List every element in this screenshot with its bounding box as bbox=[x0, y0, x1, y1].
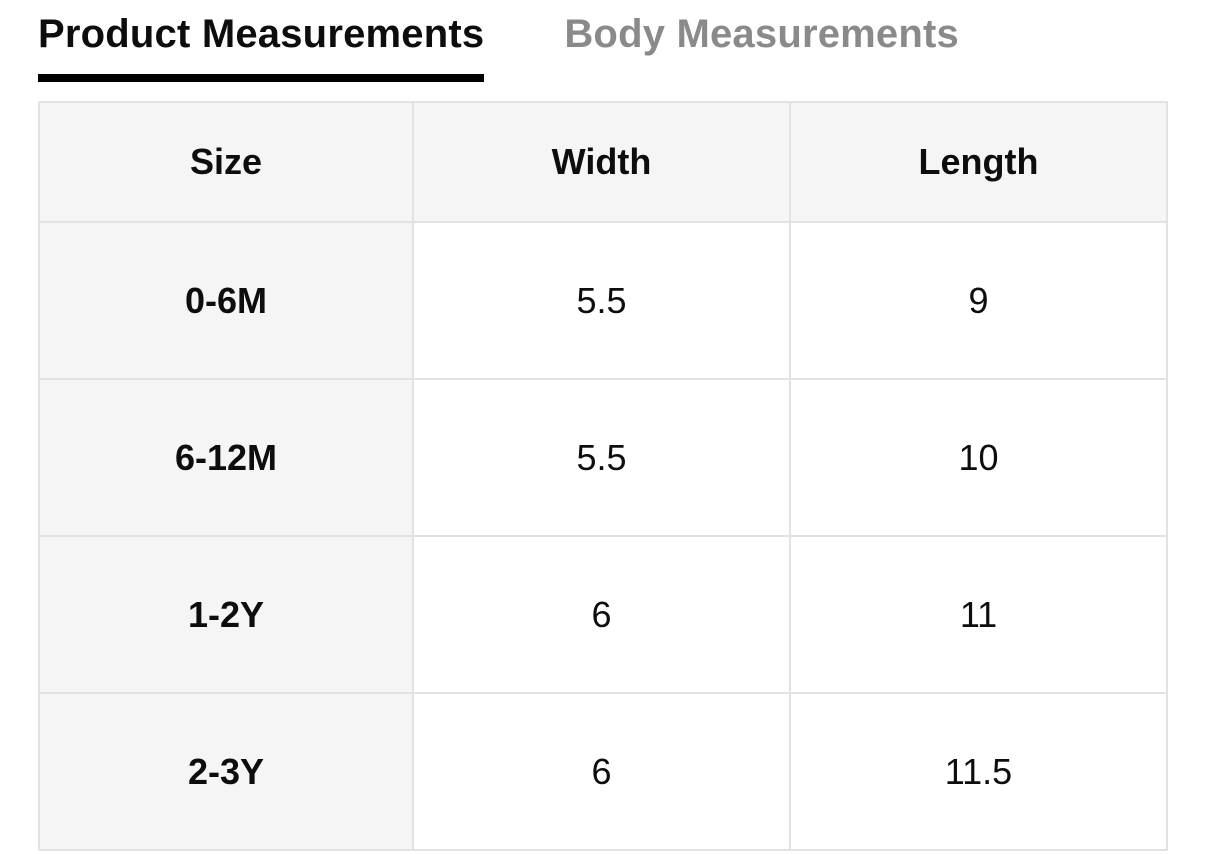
column-header-size: Size bbox=[38, 101, 414, 223]
table-row: 2-3Y 6 11.5 bbox=[38, 692, 1168, 851]
column-header-length: Length bbox=[789, 101, 1168, 223]
size-cell: 6-12M bbox=[38, 378, 414, 537]
length-cell: 11 bbox=[789, 535, 1168, 694]
length-cell: 11.5 bbox=[789, 692, 1168, 851]
width-cell: 6 bbox=[412, 535, 791, 694]
size-cell: 1-2Y bbox=[38, 535, 414, 694]
length-cell: 10 bbox=[789, 378, 1168, 537]
width-cell: 5.5 bbox=[412, 221, 791, 380]
table-row: 6-12M 5.5 10 bbox=[38, 378, 1168, 537]
table-row: 0-6M 5.5 9 bbox=[38, 221, 1168, 380]
table-row: 1-2Y 6 11 bbox=[38, 535, 1168, 694]
length-cell: 9 bbox=[789, 221, 1168, 380]
size-cell: 0-6M bbox=[38, 221, 414, 380]
column-header-width: Width bbox=[412, 101, 791, 223]
table-body: 0-6M 5.5 9 6-12M 5.5 10 1-2Y 6 11 2-3Y 6… bbox=[38, 221, 1168, 851]
measurement-tabs: Product Measurements Body Measurements bbox=[38, 10, 1206, 82]
header-row: Size Width Length bbox=[38, 101, 1168, 223]
tab-product-measurements[interactable]: Product Measurements bbox=[38, 10, 485, 82]
width-cell: 6 bbox=[412, 692, 791, 851]
measurements-table: Size Width Length 0-6M 5.5 9 6-12M 5.5 1… bbox=[38, 101, 1168, 851]
tab-body-measurements[interactable]: Body Measurements bbox=[564, 10, 959, 82]
table-header: Size Width Length bbox=[38, 101, 1168, 223]
size-cell: 2-3Y bbox=[38, 692, 414, 851]
width-cell: 5.5 bbox=[412, 378, 791, 537]
